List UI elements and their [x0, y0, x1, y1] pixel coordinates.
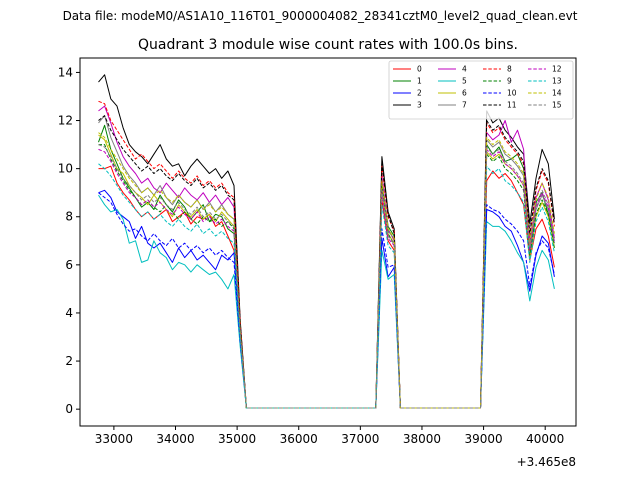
y-tick-label: 4: [65, 306, 73, 320]
legend-frame: [388, 60, 574, 120]
x-tick-label: 39000: [464, 432, 502, 446]
chart-title: Quadrant 3 module wise count rates with …: [138, 37, 518, 53]
x-tick-label: 37000: [341, 432, 379, 446]
legend-label-11: 11: [507, 101, 517, 110]
y-tick-label: 6: [65, 258, 73, 272]
y-tick-label: 0: [65, 402, 73, 416]
y-axis: 0 2 4 6 8 10 12 14: [58, 65, 80, 416]
y-tick-label: 2: [65, 354, 73, 368]
legend-label-7: 7: [462, 101, 467, 110]
x-axis: 33000 34000 35000 36000 37000 38000 39000 40000: [95, 426, 564, 446]
y-tick-label: 14: [58, 65, 73, 79]
x-tick-label: 34000: [156, 432, 194, 446]
x-tick-label: 36000: [280, 432, 318, 446]
legend-label-6: 6: [462, 89, 467, 98]
y-tick-label: 12: [58, 114, 73, 128]
series-layer: [98, 74, 555, 409]
chart-suptitle: Data file: modeM0/AS1A10_116T01_90000040…: [63, 9, 578, 23]
legend-label-13: 13: [552, 77, 562, 86]
y-tick-label: 10: [58, 162, 73, 176]
series-line-14: [98, 132, 555, 409]
x-axis-offset-label: +3.465e8: [517, 455, 576, 469]
x-tick-label: 33000: [95, 432, 133, 446]
legend-label-8: 8: [507, 65, 512, 74]
x-tick-label: 40000: [526, 432, 564, 446]
legend-label-14: 14: [552, 89, 562, 98]
series-line-15: [98, 144, 555, 409]
legend-label-10: 10: [507, 89, 517, 98]
plot-frame: [79, 57, 577, 427]
legend-label-5: 5: [462, 77, 467, 86]
y-tick-label: 8: [65, 210, 73, 224]
legend-label-15: 15: [552, 101, 562, 110]
legend-label-2: 2: [417, 89, 422, 98]
x-tick-label: 35000: [218, 432, 256, 446]
legend-label-4: 4: [462, 65, 467, 74]
legend-label-3: 3: [417, 101, 422, 110]
x-tick-label: 38000: [403, 432, 441, 446]
legend-label-9: 9: [507, 77, 512, 86]
series-line-11: [98, 115, 555, 409]
legend-label-1: 1: [417, 77, 422, 86]
legend-label-12: 12: [552, 65, 562, 74]
legend-label-0: 0: [417, 65, 422, 74]
